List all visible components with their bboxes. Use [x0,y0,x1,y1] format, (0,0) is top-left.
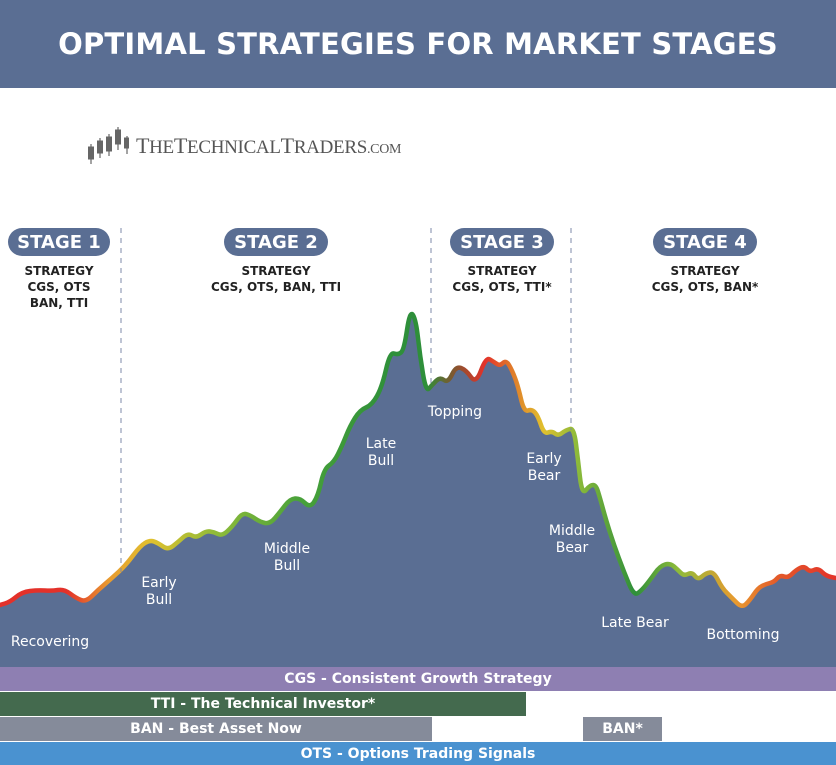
cgs-band: CGS - Consistent Growth Strategy [0,667,836,691]
ban-band: BAN - Best Asset Now [0,717,432,741]
title-bar: OPTIMAL STRATEGIES FOR MARKET STAGES [0,0,836,88]
candlestick-logo-icon [88,127,129,164]
stage-4-strategy: STRATEGY CGS, OTS, BAN* [651,264,759,294]
logo-wordmark: THETECHNICALTRADERS.COM [136,133,402,158]
ban-star-band: BAN* [583,717,662,741]
phase-late-bull: Late Bull [365,436,397,469]
stage-3-badge: STAGE 3 [450,228,554,256]
stage-3-strategy: STRATEGY CGS, OTS, TTI* [452,264,552,294]
phase-late-bear: Late Bear [601,615,669,631]
stage-dividers [120,228,572,572]
stage-4-badge: STAGE 4 [653,228,757,256]
ots-band: OTS - Options Trading Signals [0,742,836,765]
tti-band: TTI - The Technical Investor* [0,692,526,716]
stage-1-strategy: STRATEGY CGS, OTS BAN, TTI [24,264,94,310]
page-title: OPTIMAL STRATEGIES FOR MARKET STAGES [58,27,778,61]
phase-middle-bull: Middle Bull [263,541,311,574]
phase-bottoming: Bottoming [706,627,780,643]
phase-topping: Topping [427,404,483,420]
phase-middle-bear: Middle Bear [548,523,596,556]
phase-early-bull: Early Bull [141,575,177,608]
stage-2-badge: STAGE 2 [224,228,328,256]
logo: THETECHNICALTRADERS.COM [86,124,401,168]
stage-2-strategy: STRATEGY CGS, OTS, BAN, TTI [210,264,342,294]
market-price-line [0,311,836,608]
stage-1-badge: STAGE 1 [8,228,110,256]
phase-recovering: Recovering [10,634,90,650]
market-area [0,314,836,667]
phase-early-bear: Early Bear [526,451,562,484]
